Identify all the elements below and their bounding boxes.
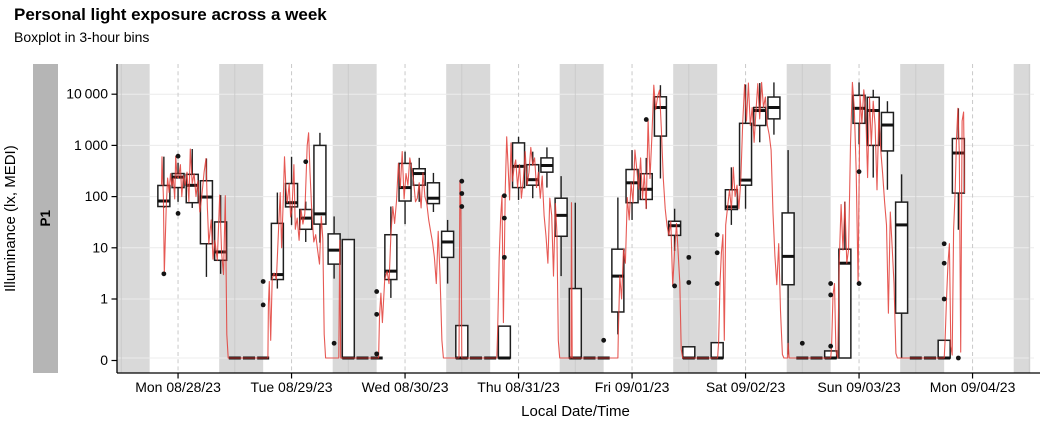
- boxplot-box: [838, 248, 852, 359]
- outlier-dot: [714, 250, 720, 256]
- outlier-dot: [799, 340, 805, 346]
- outlier-dot: [303, 159, 309, 165]
- outlier-dot: [856, 281, 862, 286]
- outlier-dot: [374, 351, 380, 357]
- outlier-dot: [501, 215, 507, 221]
- outlier-dot: [686, 280, 692, 285]
- outlier-dot: [828, 281, 834, 286]
- boxplot-box: [341, 238, 356, 359]
- outlier-dot: [672, 283, 678, 289]
- boxplot-box: [426, 182, 441, 205]
- x-tick-label: Tue 08/29/23: [251, 379, 333, 395]
- x-tick-label: Fri 09/01/23: [595, 379, 670, 395]
- boxplot-box: [710, 341, 724, 359]
- night-shading-band: [1013, 64, 1031, 373]
- outlier-dot: [714, 232, 720, 238]
- boxplot-box: [894, 201, 909, 314]
- boxplot-box: [497, 325, 512, 359]
- x-tick-label: Wed 08/30/23: [362, 379, 449, 395]
- outlier-dot: [955, 355, 961, 361]
- y-tick-label: 10 000: [66, 86, 108, 102]
- x-tick-label: Sat 09/02/23: [706, 379, 786, 395]
- chart-title: Personal light exposure across a week: [14, 5, 327, 24]
- y-tick-label: 0: [100, 352, 108, 368]
- x-tick-label: Sun 09/03/23: [817, 379, 901, 395]
- outlier-dot: [828, 343, 834, 349]
- chart-subtitle: Boxplot in 3-hour bins: [14, 29, 150, 45]
- outlier-dot: [331, 340, 337, 346]
- outlier-dot: [941, 296, 947, 302]
- outlier-dot: [459, 191, 465, 196]
- boxplot-box: [951, 137, 966, 194]
- outlier-dot: [374, 311, 380, 317]
- facet-strip: P1: [33, 64, 58, 373]
- illuminance-trace-line: [160, 81, 966, 359]
- outlier-dot: [374, 289, 380, 294]
- boxplot-box: [781, 212, 795, 286]
- x-tick-label: Mon 08/28/23: [135, 379, 221, 395]
- boxplot-box: [682, 346, 696, 359]
- outlier-dot: [941, 260, 947, 266]
- outlier-dot: [260, 279, 266, 284]
- outlier-dot: [501, 254, 507, 260]
- outlier-dot: [941, 241, 947, 247]
- outlier-dot: [714, 281, 720, 286]
- outlier-dot: [828, 292, 834, 298]
- x-tick-label: Thu 08/31/23: [477, 379, 560, 395]
- night-shading-band: [446, 64, 491, 373]
- outlier-dot: [161, 271, 167, 277]
- outlier-dot: [459, 178, 465, 184]
- boxplot-box: [440, 230, 455, 259]
- night-shading-band: [673, 64, 718, 373]
- boxplot-box: [880, 111, 895, 152]
- boxplot-box: [313, 144, 327, 225]
- outlier-dot: [856, 169, 862, 175]
- facet-strip-label: P1: [38, 210, 53, 227]
- outlier-dot: [175, 153, 181, 159]
- y-tick-label: 10: [92, 239, 108, 255]
- y-axis-title: Illuminance (lx, MEDI): [2, 145, 19, 292]
- y-tick-label: 100: [85, 188, 109, 204]
- outlier-dot: [175, 210, 181, 216]
- outlier-dot: [501, 193, 507, 199]
- outlier-dot: [260, 302, 266, 308]
- outlier-dot: [601, 337, 607, 343]
- outlier-dot: [643, 117, 649, 122]
- outlier-dot: [459, 204, 465, 209]
- y-tick-label: 1 000: [74, 137, 108, 153]
- y-tick-label: 1: [100, 291, 108, 307]
- x-tick-label: Mon 09/04/23: [930, 379, 1016, 395]
- outlier-dot: [686, 254, 692, 260]
- night-shading-band: [117, 64, 150, 373]
- x-axis-title: Local Date/Time: [521, 403, 630, 420]
